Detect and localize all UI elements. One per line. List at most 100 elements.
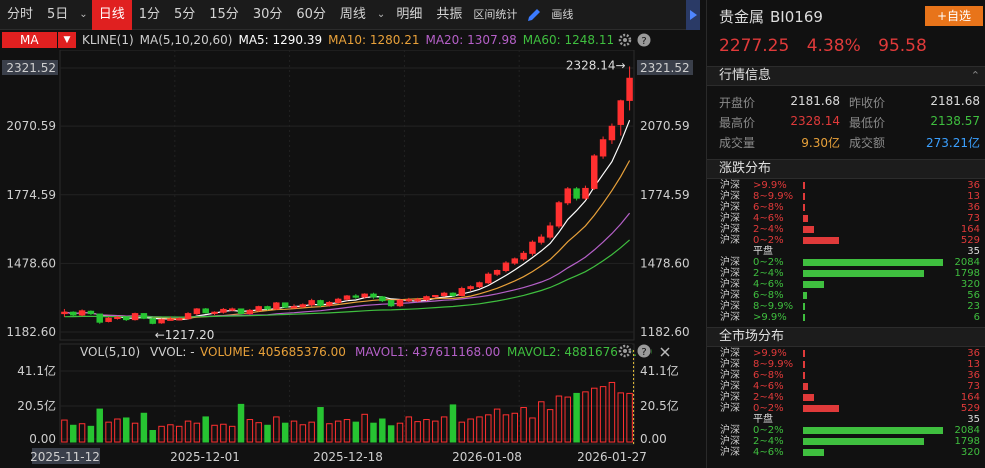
candle-body bbox=[70, 311, 77, 316]
distribution-header[interactable]: 涨跌分布 bbox=[707, 159, 985, 179]
volume-bar bbox=[220, 423, 227, 443]
pen-icon[interactable] bbox=[525, 6, 543, 24]
distribution-row: 沪深 8~9.9% 13 bbox=[707, 359, 985, 370]
quote-info-header[interactable]: 行情信息 ⌃ bbox=[707, 66, 985, 86]
distribution-row: 平盘 35 bbox=[707, 246, 985, 257]
volume-bar bbox=[237, 403, 245, 443]
candle-body bbox=[396, 299, 404, 307]
price-quote: 2277.25 4.38% 95.58 bbox=[719, 36, 939, 56]
candle-body bbox=[387, 300, 395, 307]
candle bbox=[308, 298, 315, 307]
market-label: 沪深 bbox=[720, 235, 740, 246]
ma-indicator-button[interactable]: MA bbox=[2, 32, 57, 48]
candle bbox=[193, 308, 201, 315]
market-distribution-header[interactable]: 全市场分布 bbox=[707, 327, 985, 347]
candle-body bbox=[529, 241, 536, 254]
distribution-count: 2084 bbox=[954, 257, 980, 268]
candle bbox=[608, 123, 616, 144]
range-label: 2~4% bbox=[753, 436, 784, 447]
distribution-count: 164 bbox=[960, 224, 980, 235]
volume-bar bbox=[158, 425, 165, 443]
candle bbox=[334, 297, 342, 304]
help-icon[interactable]: ? bbox=[637, 344, 651, 358]
volume-bar bbox=[96, 408, 103, 443]
interval-stats-button[interactable]: 区间统计 bbox=[473, 7, 518, 21]
instrument-title: 贵金属 BI0169 bbox=[719, 6, 823, 27]
distribution-bar bbox=[803, 438, 924, 445]
chevron-down-icon[interactable]: ⌄ bbox=[376, 9, 386, 20]
draw-line-button[interactable]: 画线 bbox=[551, 7, 574, 21]
candle bbox=[493, 269, 501, 277]
range-label: >9.9% bbox=[753, 348, 787, 359]
volume-bar bbox=[511, 412, 519, 443]
candle-body bbox=[246, 309, 254, 315]
axis-current-bg bbox=[2, 60, 58, 75]
chevron-down-icon[interactable]: ⌄ bbox=[79, 9, 88, 20]
candle-body bbox=[538, 236, 545, 243]
close-icon[interactable] bbox=[658, 345, 672, 359]
market-label: 沪深 bbox=[720, 191, 740, 202]
high-annotation: 2328.14→ bbox=[566, 58, 626, 72]
candle bbox=[502, 261, 510, 273]
tab-timeshare[interactable]: 分时 bbox=[7, 6, 34, 22]
candle-body bbox=[273, 302, 280, 310]
chevron-up-icon[interactable]: ⌃ bbox=[970, 69, 980, 82]
volume-bar bbox=[617, 392, 624, 443]
quote-panel: 贵金属 BI0169 +自选 2277.25 4.38% 95.58 行情信息 ⌃… bbox=[706, 0, 985, 468]
candle-body bbox=[184, 313, 192, 320]
distribution-count: 1798 bbox=[954, 436, 980, 447]
candle bbox=[149, 317, 156, 325]
tab-daily[interactable]: 日线 bbox=[91, 0, 132, 30]
candle bbox=[370, 292, 377, 299]
distribution-row: 沪深 4~6% 320 bbox=[707, 279, 985, 290]
volume-indicator-label: VOL(5,10) bbox=[80, 345, 140, 359]
tab-15min[interactable]: 15分 bbox=[209, 6, 239, 22]
tab-5min[interactable]: 5分 bbox=[173, 6, 196, 22]
range-label: >9.9% bbox=[753, 312, 787, 323]
candle bbox=[299, 303, 307, 309]
gear-icon[interactable] bbox=[618, 33, 632, 47]
volume-bar bbox=[78, 423, 86, 443]
volume-bar bbox=[140, 412, 148, 443]
kline-chart[interactable]: 2321.52 2321.52 2070.59 2070.59 1774.59 1774.… bbox=[0, 50, 700, 468]
distribution-bar bbox=[803, 237, 839, 244]
candle bbox=[202, 308, 209, 314]
distribution-row: 沪深 8~9.9% 13 bbox=[707, 191, 985, 202]
distribution-count: 6 bbox=[973, 312, 980, 323]
help-icon[interactable]: ? bbox=[637, 33, 651, 47]
range-label: 2~4% bbox=[753, 224, 784, 235]
tab-5day[interactable]: 5日 bbox=[47, 6, 69, 22]
candle bbox=[546, 222, 554, 240]
candle-body bbox=[502, 262, 510, 271]
add-watchlist-button[interactable]: +自选 bbox=[925, 6, 983, 26]
candle-body bbox=[202, 308, 209, 314]
range-label: 4~6% bbox=[753, 279, 784, 290]
volume-bar bbox=[343, 419, 351, 443]
tab-1min[interactable]: 1分 bbox=[138, 6, 160, 22]
candle bbox=[520, 251, 527, 261]
candle bbox=[87, 310, 95, 315]
tab-detail[interactable]: 明细 bbox=[396, 6, 423, 22]
tab-weekly[interactable]: 周线 bbox=[339, 6, 366, 22]
candle-body bbox=[449, 292, 457, 297]
candle-body bbox=[476, 282, 483, 288]
gear-icon[interactable] bbox=[618, 344, 632, 358]
tab-resonance[interactable]: 共振 bbox=[436, 6, 463, 22]
distribution-bar bbox=[803, 350, 806, 357]
volume-bar bbox=[502, 414, 510, 443]
volume-bar bbox=[317, 407, 324, 443]
mavol1-value: MAVOL1: 437611168.00 bbox=[355, 345, 500, 359]
tab-60min[interactable]: 60分 bbox=[296, 6, 326, 22]
toolbar-scroll-right-button[interactable] bbox=[686, 0, 700, 30]
ma-dropdown-button[interactable]: ▼ bbox=[58, 32, 76, 48]
volume-bar bbox=[538, 401, 545, 443]
ma5-value: MA5: 1290.39 bbox=[238, 33, 323, 47]
tab-30min[interactable]: 30分 bbox=[252, 6, 283, 22]
market-label: 沪深 bbox=[720, 301, 740, 312]
distribution-bar bbox=[803, 204, 806, 211]
distribution-count: 73 bbox=[967, 213, 980, 224]
candle-body bbox=[299, 304, 307, 308]
volume-bar bbox=[352, 421, 360, 443]
distribution-bar bbox=[803, 193, 805, 200]
